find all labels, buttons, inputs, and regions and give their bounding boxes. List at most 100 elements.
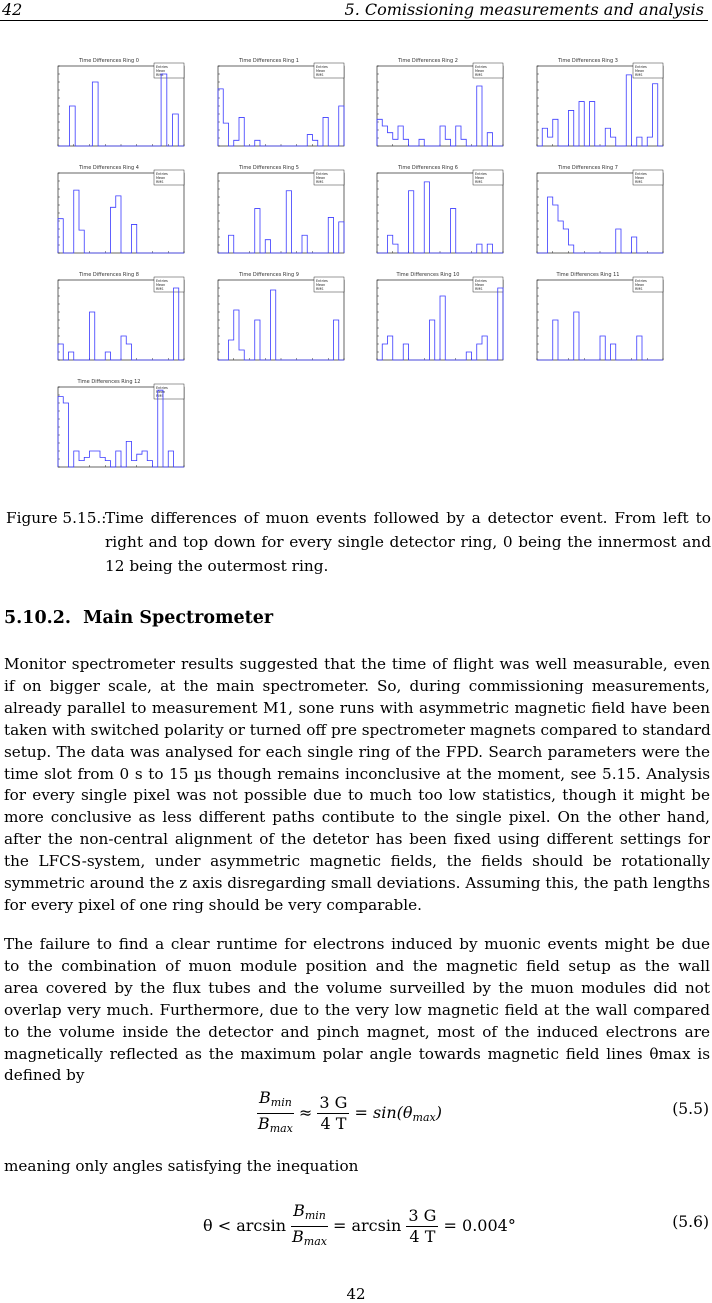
stats-label: Entries [156, 65, 168, 69]
stats-label: RMS [316, 287, 323, 291]
histogram-panel: Time Differences Ring 8 Entries Mean RMS [50, 270, 188, 365]
stats-label: RMS [475, 287, 482, 291]
fraction-bmin-bmax: Bmin Bmax [291, 1201, 328, 1252]
histogram-panel: Time Differences Ring 12 Entries Mean RMS [50, 377, 188, 472]
text-line: overlap very much. Furthermore, due to t… [4, 1000, 710, 1019]
histogram-series [537, 311, 663, 361]
stats-box-frame [632, 169, 664, 186]
stats-label: Entries [156, 386, 168, 390]
eq-numerator: 3 G [406, 1206, 439, 1227]
histogram-series [57, 287, 184, 361]
eq-lhs: θ < arcsin [203, 1216, 286, 1235]
histogram-title: Time Differences Ring 5 [238, 165, 299, 171]
paragraph-2: The failure to find a clear runtime for … [4, 934, 710, 1087]
histogram-title: Time Differences Ring 8 [78, 272, 139, 278]
footer-page-number: 42 [346, 1285, 366, 1303]
stats-label: RMS [156, 73, 163, 77]
stats-label: Mean [475, 283, 484, 287]
eq-numerator: 3 G [317, 1093, 350, 1114]
equation-number: (5.5) [672, 1100, 709, 1118]
histogram-panel: Time Differences Ring 7 Entries Mean RMS [529, 163, 667, 258]
histogram-series [377, 181, 503, 254]
stats-label: Mean [156, 176, 165, 180]
paragraph-1: Monitor spectrometer results suggested t… [4, 654, 711, 917]
header-page-number: 42 [2, 0, 23, 19]
text-line: if on bigger scale, at the main spectrom… [4, 676, 710, 695]
stats-label: Mean [635, 176, 644, 180]
histogram-panel: Time Differences Ring 9 Entries Mean RMS [210, 270, 348, 365]
between-text: meaning only angles satisfying the inequ… [4, 1157, 359, 1175]
caption-line: right and top down for every single dete… [105, 533, 711, 551]
fraction-3g-4t: 3 G 4 T [317, 1093, 350, 1134]
histogram-title: Time Differences Ring 7 [557, 165, 618, 171]
stats-box-frame [153, 169, 185, 186]
header-chapter-title: 5. Comissioning measurements and analysi… [344, 0, 704, 19]
stats-box-frame [472, 169, 504, 186]
section-heading: 5.10.2. Main Spectrometer [4, 608, 273, 628]
stats-label: RMS [316, 73, 323, 77]
histogram-title: Time Differences Ring 4 [78, 165, 139, 171]
text-line: taken with switched polarity or turned o… [4, 720, 711, 739]
stats-label: Mean [475, 69, 484, 73]
stats-label: RMS [316, 180, 323, 184]
stats-label: Entries [316, 172, 328, 176]
histogram-title: Time Differences Ring 3 [557, 58, 618, 64]
histogram-series [376, 85, 503, 147]
histogram-series [217, 88, 345, 147]
stats-label: Mean [316, 283, 325, 287]
text-line: more conclusive as less different paths … [4, 808, 710, 827]
text-line: area covered by the flux tubes and the v… [4, 978, 710, 997]
stats-label: Mean [316, 69, 325, 73]
eq-rhs: = 0.004° [443, 1216, 516, 1235]
histogram-title: Time Differences Ring 10 [396, 272, 460, 278]
stats-label: RMS [635, 287, 642, 291]
eq-subscript: min [270, 1096, 292, 1109]
text-line: to the volume inside the detector and pi… [4, 1022, 710, 1041]
equation-5-5: Bmin Bmax ≈ 3 G 4 T = sin(θmax) [257, 1088, 442, 1139]
stats-label: Mean [156, 390, 165, 394]
eq-operator: = arcsin [333, 1216, 402, 1235]
stats-box-frame [153, 383, 185, 400]
stats-label: RMS [635, 73, 642, 77]
histogram-panel: Time Differences Ring 11 Entries Mean RMS [529, 270, 667, 365]
section-number: 5.10.2. [4, 608, 71, 628]
histogram-panel: Time Differences Ring 6 Entries Mean RMS [369, 163, 507, 258]
eq-subscript: max [269, 1122, 293, 1135]
histogram-title: Time Differences Ring 12 [77, 379, 141, 385]
histogram-title: Time Differences Ring 9 [238, 272, 299, 278]
eq-symbol: B [257, 1114, 270, 1133]
eq-subscript: min [304, 1209, 326, 1222]
text-line: The failure to find a clear runtime for … [4, 935, 710, 953]
eq-subscript: max [412, 1111, 436, 1124]
stats-label: RMS [156, 180, 163, 184]
histogram-panel: Time Differences Ring 5 Entries Mean RMS [210, 163, 348, 258]
equation-number: (5.6) [672, 1213, 709, 1231]
stats-label: Entries [475, 65, 487, 69]
stats-label: Entries [635, 65, 647, 69]
eq-denominator: 4 T [320, 1114, 347, 1133]
stats-label: Mean [316, 176, 325, 180]
histogram-series [537, 74, 663, 147]
stats-label: Mean [635, 69, 644, 73]
running-header: 42 5. Comissioning measurements and anal… [0, 0, 712, 22]
stats-label: Entries [475, 172, 487, 176]
text-line: for every single pixel was not possible … [4, 786, 710, 805]
stats-box-frame [472, 276, 504, 293]
text-line: the LFCS-system, under asymmetric magnet… [4, 852, 710, 871]
stats-label: Entries [316, 279, 328, 283]
fraction-3g-4t: 3 G 4 T [406, 1206, 439, 1247]
text-line: magnetically reflected as the maximum po… [4, 1044, 710, 1063]
histogram-panel: Time Differences Ring 1 Entries Mean RMS [210, 56, 348, 151]
histogram-panel: Time Differences Ring 0 Entries Mean RMS [50, 56, 188, 151]
fraction-bmin-bmax: Bmin Bmax [257, 1088, 294, 1139]
